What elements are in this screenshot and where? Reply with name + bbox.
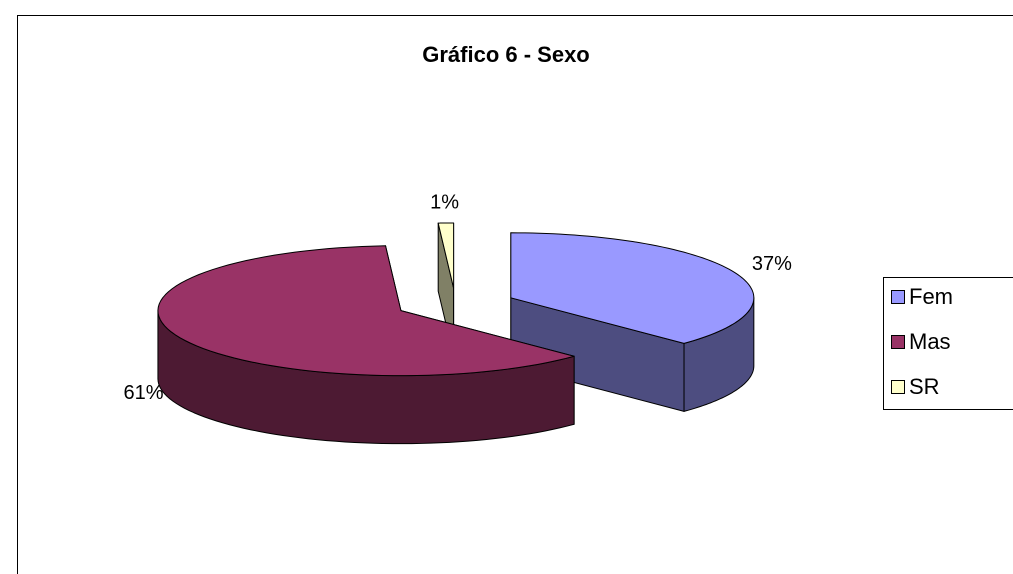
slice-top — [437, 222, 455, 289]
legend-swatch — [891, 290, 905, 304]
legend-swatch — [891, 380, 905, 394]
data-label: 61% — [123, 382, 163, 404]
slice — [510, 232, 755, 412]
legend — [883, 277, 1013, 410]
slice-top — [510, 232, 755, 344]
data-label: 37% — [752, 253, 792, 275]
chart-title: Gráfico 6 - Sexo — [422, 42, 590, 67]
data-label: 1% — [430, 191, 459, 213]
legend-label: Fem — [909, 284, 953, 309]
slice — [437, 222, 455, 357]
slice — [157, 245, 575, 445]
legend-label: SR — [909, 374, 940, 399]
legend-swatch — [891, 335, 905, 349]
legend-label: Mas — [909, 329, 951, 354]
slice-top — [157, 245, 575, 377]
